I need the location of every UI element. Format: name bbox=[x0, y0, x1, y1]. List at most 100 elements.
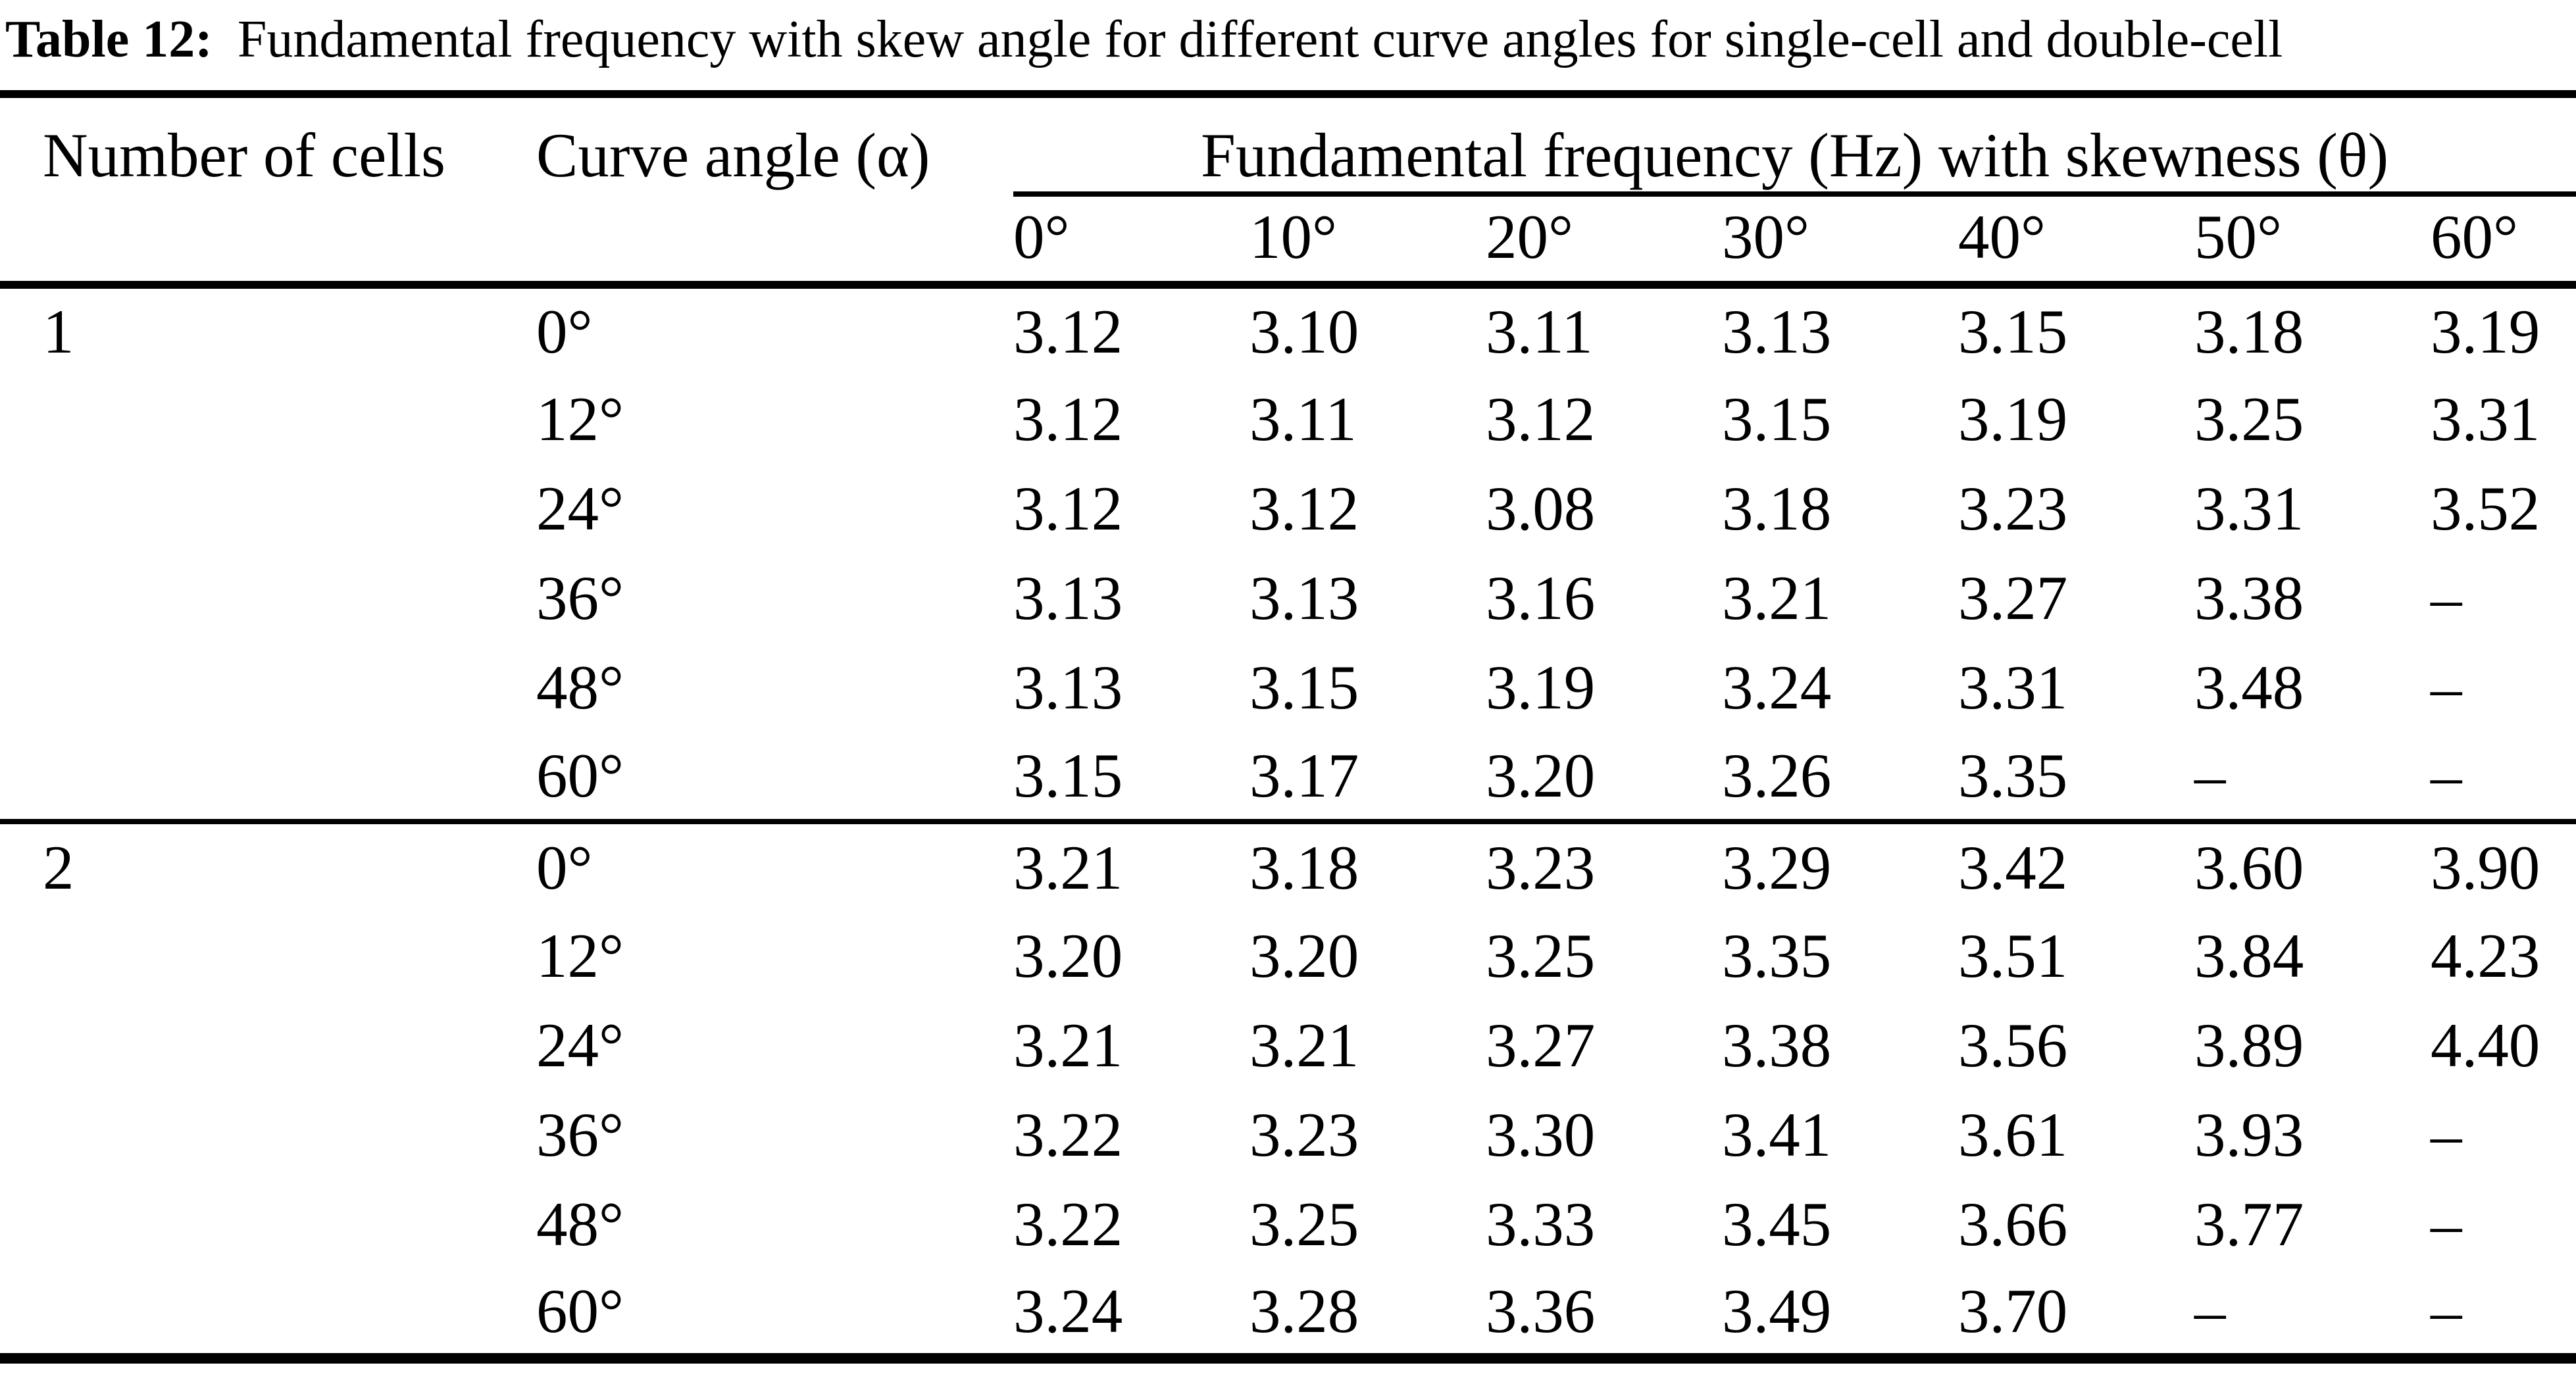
freq-cell: 3.10 bbox=[1250, 297, 1359, 366]
freq-cell: 3.23 bbox=[1250, 1100, 1359, 1170]
freq-cell: 3.15 bbox=[1250, 653, 1359, 722]
curve-angle-cell: 48° bbox=[536, 1189, 624, 1259]
curve-angle-cell: 24° bbox=[536, 1010, 624, 1080]
freq-cell: 3.93 bbox=[2194, 1100, 2304, 1170]
freq-cell: 3.19 bbox=[1958, 384, 2068, 454]
curve-angle-cell: 12° bbox=[536, 921, 624, 991]
freq-cell: 3.24 bbox=[1722, 653, 1832, 722]
freq-cell: 3.27 bbox=[1958, 563, 2068, 633]
freq-cell: 3.20 bbox=[1486, 741, 1596, 810]
cells-count: 2 bbox=[0, 819, 526, 911]
table-caption-text: Fundamental frequency with skew angle fo… bbox=[237, 11, 2283, 68]
freq-cell: 3.12 bbox=[1013, 384, 1123, 454]
freq-cell: 3.26 bbox=[1722, 741, 1832, 810]
freq-cell: 3.77 bbox=[2194, 1189, 2304, 1259]
curve-angle-cell: 0° bbox=[536, 297, 593, 366]
col-header-curve-angle: Curve angle (α) bbox=[526, 94, 1013, 289]
cells-count: 1 bbox=[43, 297, 74, 366]
freq-cell: 3.21 bbox=[1013, 819, 1250, 911]
freq-cell: – bbox=[2431, 741, 2462, 810]
curve-angle-cell: 24° bbox=[536, 474, 624, 543]
freq-cell: – bbox=[2194, 1269, 2431, 1364]
freq-cell: 3.31 bbox=[1958, 653, 2068, 722]
freq-cell: 3.25 bbox=[1250, 1189, 1359, 1259]
curve-angle-cell: 48° bbox=[536, 653, 624, 722]
freq-cell: 3.11 bbox=[1486, 297, 1593, 366]
freq-cell: 3.45 bbox=[1722, 1189, 1832, 1259]
freq-cell: – bbox=[2431, 1100, 2462, 1170]
freq-cell: 3.08 bbox=[1486, 474, 1596, 543]
curve-angle-cell: 36° bbox=[536, 563, 624, 633]
table-row: 36° 3.22 3.23 3.30 3.41 3.61 3.93 – bbox=[0, 1090, 2576, 1179]
freq-cell: 3.22 bbox=[1013, 1100, 1123, 1170]
table-row: 36° 3.13 3.13 3.16 3.21 3.27 3.38 – bbox=[0, 553, 2576, 643]
cells-count-empty bbox=[0, 1090, 526, 1179]
freq-cell: – bbox=[2194, 741, 2226, 810]
freq-cell: 3.35 bbox=[1958, 741, 2068, 810]
freq-cell: 3.61 bbox=[1958, 1100, 2068, 1170]
table-row: 60° 3.24 3.28 3.36 3.49 3.70 – – bbox=[0, 1269, 2576, 1364]
freq-cell: 3.16 bbox=[1486, 563, 1596, 633]
freq-cell: 3.49 bbox=[1722, 1269, 1958, 1364]
freq-cell: 3.33 bbox=[1486, 1189, 1596, 1259]
freq-cell: – bbox=[2431, 1269, 2576, 1364]
freq-cell: 3.15 bbox=[1722, 384, 1832, 454]
freq-cell: 3.56 bbox=[1958, 1010, 2068, 1080]
freq-cell: 3.30 bbox=[1486, 1100, 1596, 1170]
freq-cell: 3.28 bbox=[1250, 1269, 1486, 1364]
freq-cell: 3.13 bbox=[1250, 563, 1359, 633]
cells-count-empty bbox=[0, 374, 526, 464]
cells-count-empty bbox=[0, 464, 526, 553]
freq-cell: – bbox=[2431, 1189, 2462, 1259]
table-row: 2 0° 3.21 3.18 3.23 3.29 3.42 3.60 3.90 bbox=[0, 819, 2576, 911]
header-row-skew-angles: 0° 10° 20° 30° 40° 50° 60° bbox=[0, 194, 2576, 289]
table-caption: Table 12: Fundamental frequency with skew… bbox=[5, 8, 2283, 71]
curve-angle-cell: 12° bbox=[536, 384, 624, 454]
freq-cell: 3.51 bbox=[1958, 921, 2068, 991]
cells-count-empty bbox=[0, 911, 526, 1000]
freq-cell: 3.38 bbox=[1722, 1010, 1832, 1080]
freq-cell: 3.11 bbox=[1250, 384, 1357, 454]
freq-cell: 3.42 bbox=[1958, 819, 2194, 911]
table-row: 48° 3.22 3.25 3.33 3.45 3.66 3.77 – bbox=[0, 1179, 2576, 1269]
freq-cell: 3.21 bbox=[1250, 1010, 1359, 1080]
freq-cell: 3.15 bbox=[1013, 741, 1123, 810]
curve-angle-cell: 60° bbox=[536, 741, 624, 810]
table-row: 12° 3.20 3.20 3.25 3.35 3.51 3.84 4.23 bbox=[0, 911, 2576, 1000]
skew-header-20: 20° bbox=[1486, 194, 1722, 289]
freq-cell: 3.89 bbox=[2194, 1010, 2304, 1080]
cells-count-empty bbox=[0, 1269, 526, 1364]
freq-cell: 3.70 bbox=[1958, 1269, 2194, 1364]
freq-cell: 3.48 bbox=[2194, 653, 2304, 722]
skew-header-0: 0° bbox=[1013, 194, 1250, 289]
freq-cell: 3.18 bbox=[2194, 297, 2304, 366]
freq-cell: 3.19 bbox=[1486, 653, 1596, 722]
freq-cell: 3.38 bbox=[2194, 563, 2304, 633]
freq-cell: 3.25 bbox=[2194, 384, 2304, 454]
freq-cell: 3.21 bbox=[1722, 563, 1832, 633]
table-body: 1 0° 3.12 3.10 3.11 3.13 3.15 3.18 3.19 … bbox=[0, 285, 2576, 1364]
freq-cell: 3.20 bbox=[1250, 921, 1359, 991]
freq-cell: 3.31 bbox=[2194, 474, 2304, 543]
table-row: 24° 3.12 3.12 3.08 3.18 3.23 3.31 3.52 bbox=[0, 464, 2576, 553]
cells-count-empty bbox=[0, 732, 526, 822]
freq-cell: 3.36 bbox=[1486, 1269, 1722, 1364]
freq-cell: 3.60 bbox=[2194, 819, 2431, 911]
cells-count-empty bbox=[0, 1179, 526, 1269]
freq-cell: 3.18 bbox=[1722, 474, 1832, 543]
cells-count-empty bbox=[0, 643, 526, 732]
freq-cell: 3.29 bbox=[1722, 819, 1958, 911]
freq-cell: 3.25 bbox=[1486, 921, 1596, 991]
freq-cell: 3.31 bbox=[2431, 384, 2540, 454]
skew-header-50: 50° bbox=[2194, 194, 2431, 289]
freq-cell: 3.20 bbox=[1013, 921, 1123, 991]
freq-cell: 3.18 bbox=[1250, 819, 1486, 911]
freq-cell: 3.13 bbox=[1013, 653, 1123, 722]
curve-angle-cell: 36° bbox=[536, 1100, 624, 1170]
freq-cell: 3.90 bbox=[2431, 819, 2576, 911]
freq-cell: 3.23 bbox=[1958, 474, 2068, 543]
table-header: Number of cells Curve angle (α) Fundamen… bbox=[0, 94, 2576, 289]
table-caption-label: Table 12: bbox=[5, 11, 213, 68]
freq-cell: 3.12 bbox=[1486, 384, 1596, 454]
